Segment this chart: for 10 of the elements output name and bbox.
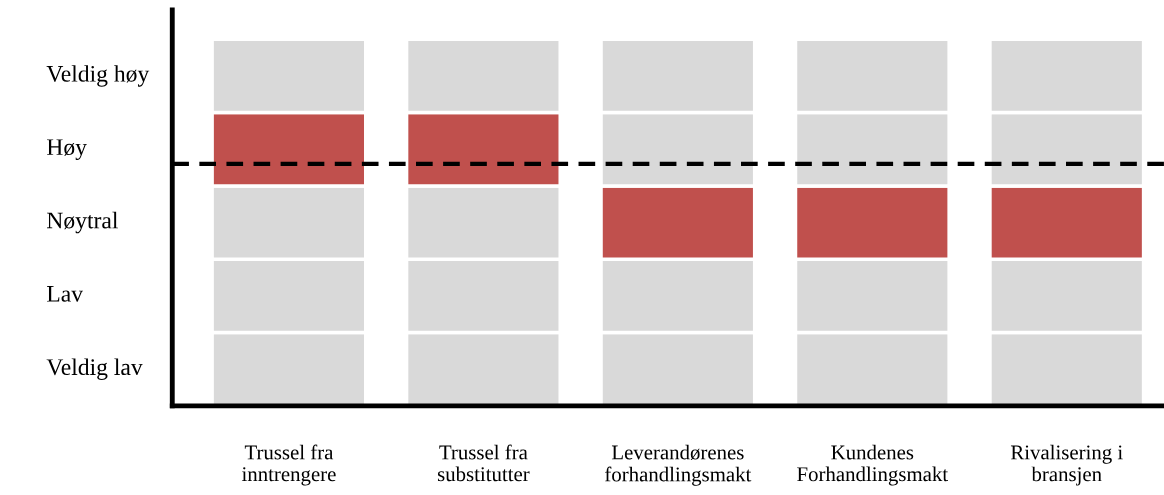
text: Høy (47, 139, 87, 160)
x-tick-label: Kundenes Forhandlingsmakt (797, 444, 948, 486)
text: Veldig lav (46, 358, 143, 380)
text: Lav (47, 286, 84, 302)
x-tick-label: Trussel fra inntrengere (241, 444, 336, 486)
x-tick-label: Rivalisering i bransjen (1010, 444, 1123, 486)
text: Nøytral (47, 211, 118, 234)
x-tick-label: Trussel fra substitutter (437, 444, 530, 482)
x-tick-label: Leverandørenes forhandlingsmakt (605, 444, 752, 486)
text: Veldig høy (46, 65, 150, 87)
